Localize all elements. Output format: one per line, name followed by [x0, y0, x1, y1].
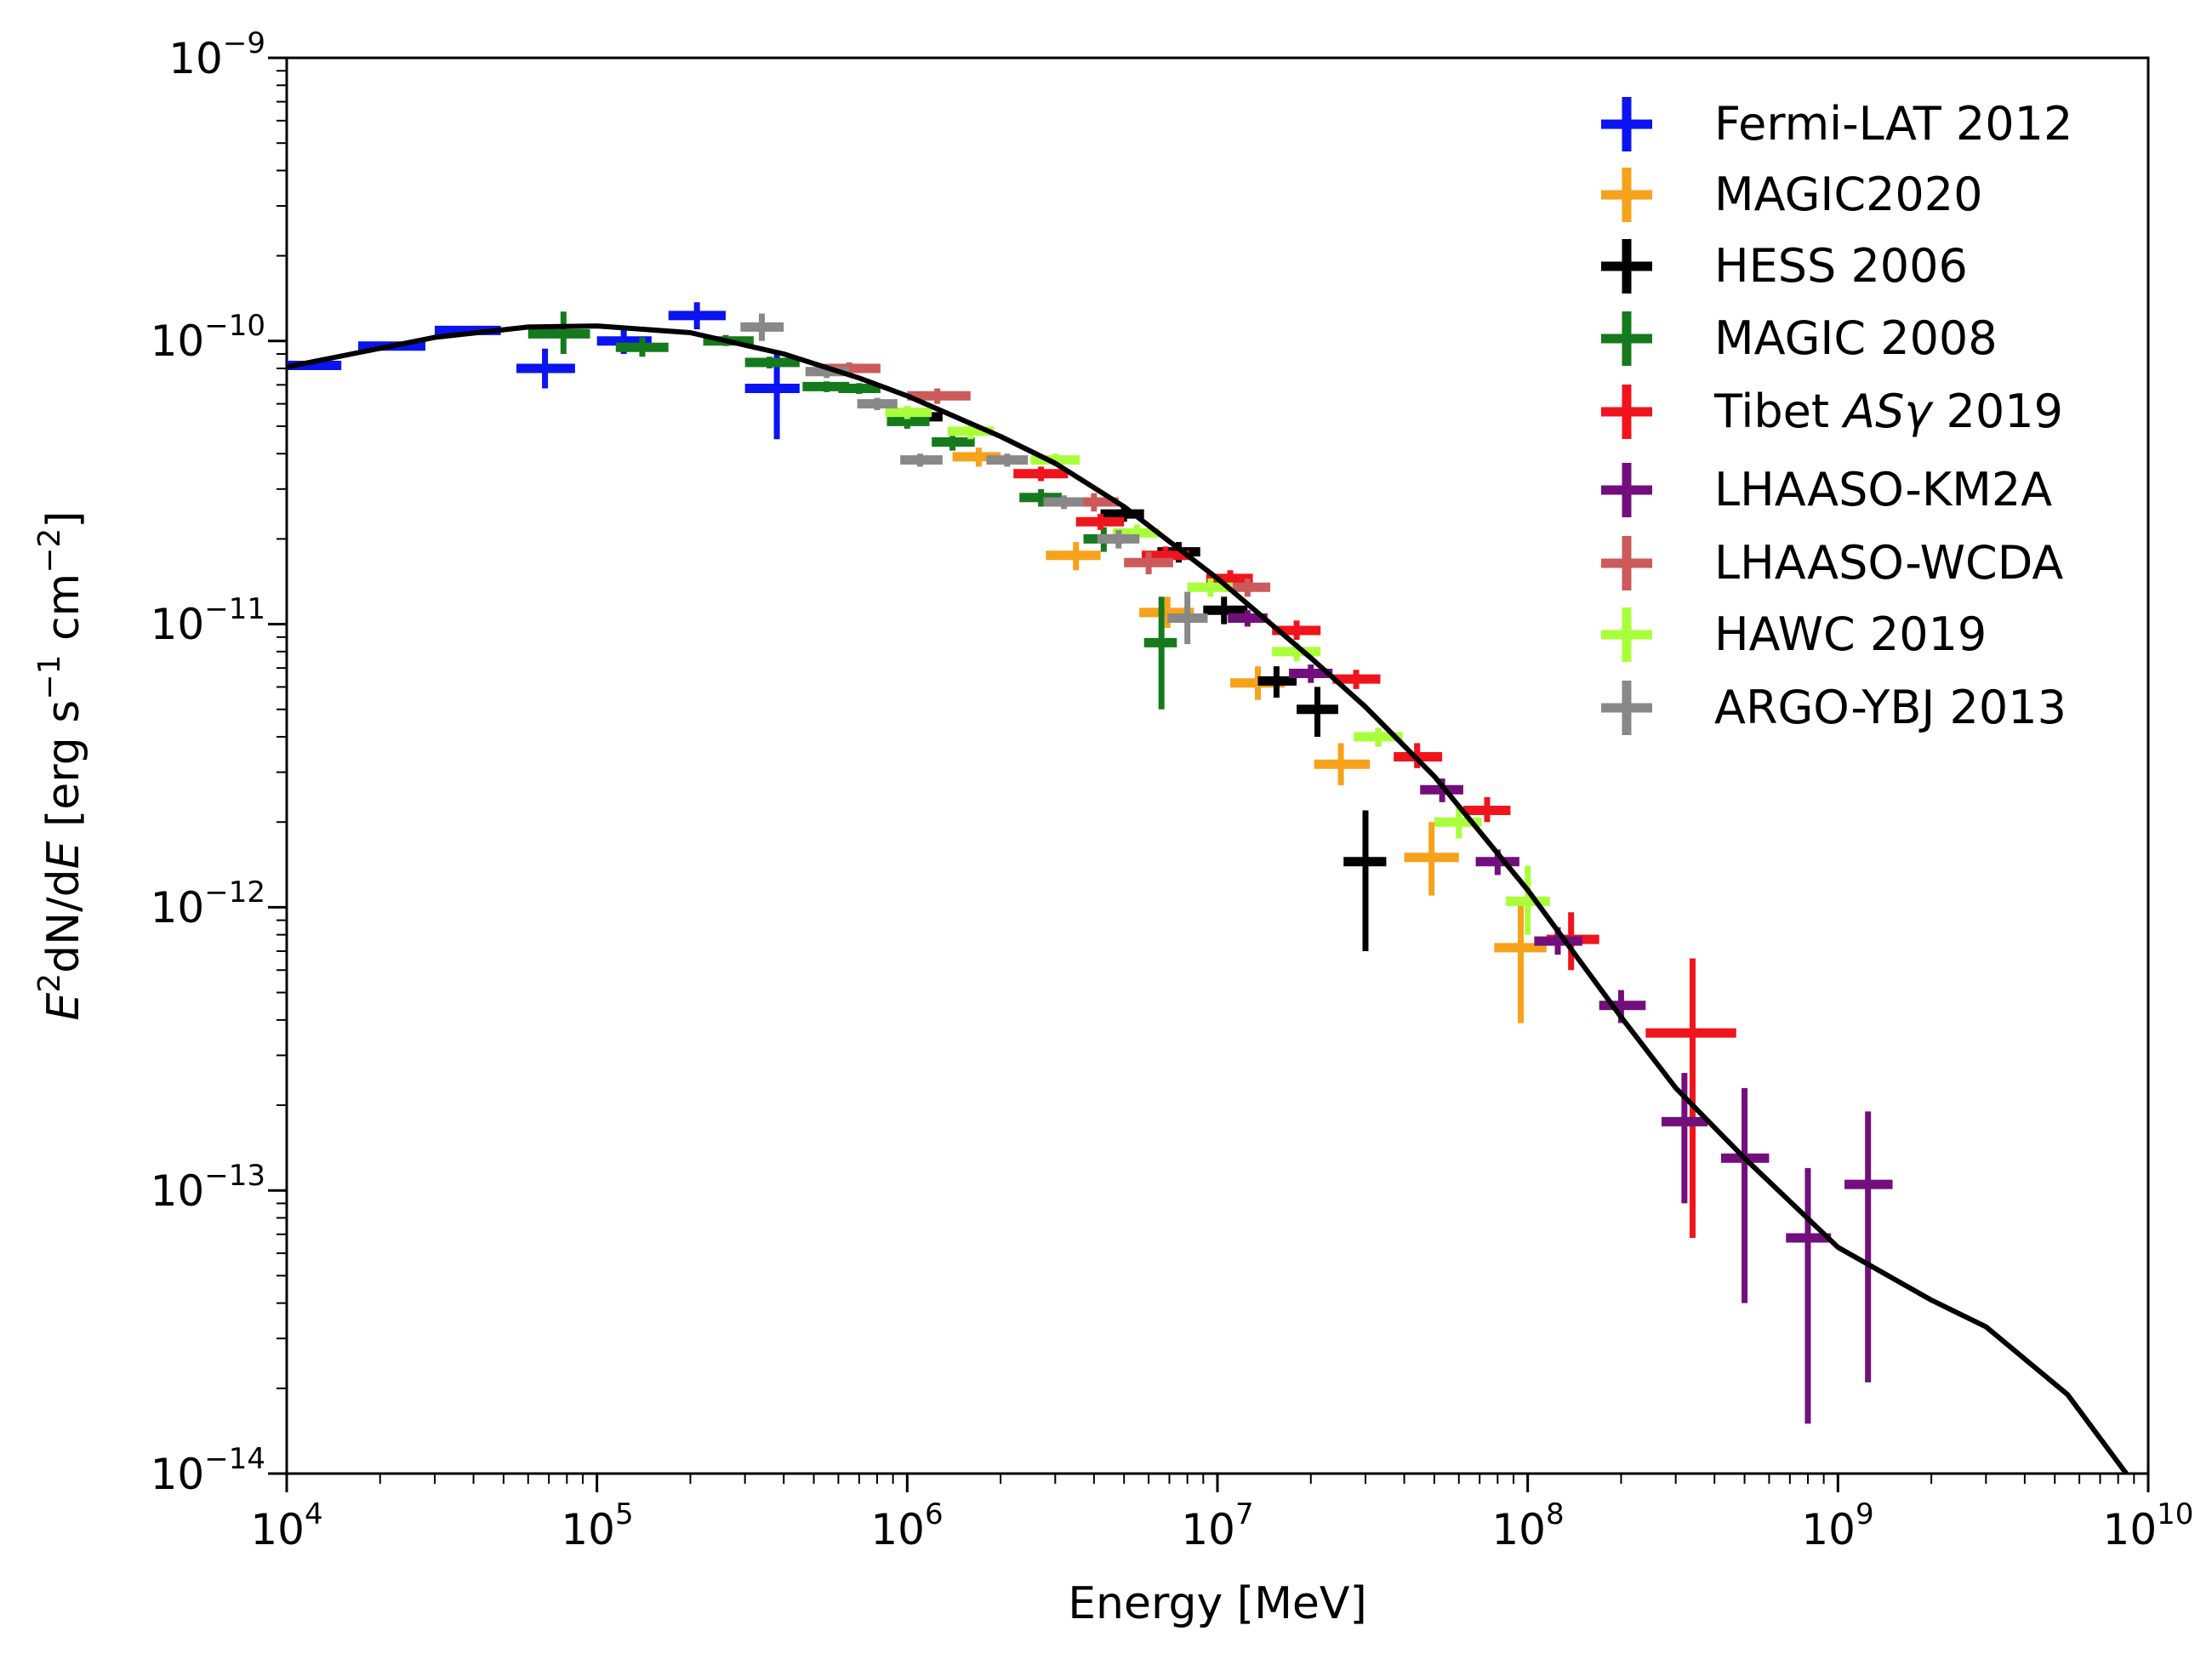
legend-marker — [1601, 168, 1652, 222]
legend-marker — [1601, 607, 1652, 662]
x-tick-label: 109 — [1801, 1497, 1873, 1554]
model-curve — [286, 323, 2129, 1475]
y-tick-label: 10−9 — [168, 26, 265, 83]
legend-label: Tibet ASγ 2019 — [1713, 385, 2063, 438]
legend-label: HAWC 2019 — [1714, 607, 1987, 661]
legend-label: MAGIC 2008 — [1714, 311, 1998, 365]
legend-item-magic2008: MAGIC 2008 — [1601, 311, 1998, 366]
legend-item-hess: HESS 2006 — [1601, 239, 1968, 294]
legend-item-km2a: LHAASO-KM2A — [1601, 463, 2052, 517]
legend-label: LHAASO-KM2A — [1714, 463, 2052, 516]
legend-marker — [1601, 97, 1652, 151]
y-axis-label: E2dN/dE [erg s−1 cm−2] — [32, 510, 89, 1020]
y-tick-label: 10−14 — [151, 1442, 265, 1499]
x-tick-label: 106 — [870, 1497, 943, 1554]
y-tick-label: 10−10 — [151, 309, 265, 366]
x-tick-label: 1010 — [2103, 1497, 2194, 1554]
y-tick-label: 10−12 — [151, 875, 265, 932]
x-tick-label: 105 — [561, 1497, 633, 1554]
legend-marker — [1601, 311, 1652, 366]
legend-label: HESS 2006 — [1714, 239, 1968, 293]
y-tick-labels: 10−14 10−13 10−12 10−11 10−10 10−9 — [151, 26, 265, 1499]
legend-marker — [1601, 385, 1652, 439]
legend: Fermi-LAT 2012 MAGIC2020 HESS 2006 MAGIC… — [1601, 97, 2072, 735]
legend-item-tibet: Tibet ASγ 2019 — [1601, 385, 2063, 439]
legend-label: ARGO-YBJ 2013 — [1714, 681, 2067, 734]
series-lhaaso-km2a — [1228, 610, 1893, 1424]
legend-item-wcda: LHAASO-WCDA — [1601, 536, 2063, 590]
legend-marker — [1601, 536, 1652, 590]
x-axis-ticks — [285, 1474, 2150, 1492]
x-tick-labels: 104 105 106 107 108 109 1010 — [250, 1497, 2193, 1554]
legend-item-argo: ARGO-YBJ 2013 — [1601, 681, 2067, 735]
legend-item-fermi: Fermi-LAT 2012 — [1601, 97, 2072, 151]
x-tick-label: 104 — [250, 1497, 322, 1554]
legend-label: LHAASO-WCDA — [1714, 536, 2063, 590]
x-tick-label: 108 — [1491, 1497, 1564, 1554]
y-tick-label: 10−13 — [151, 1159, 265, 1216]
legend-label: MAGIC2020 — [1714, 168, 1982, 221]
legend-label: Fermi-LAT 2012 — [1714, 97, 2072, 151]
x-axis-label: Energy [MeV] — [1068, 1578, 1367, 1629]
y-axis-ticks — [268, 56, 287, 1475]
legend-marker — [1601, 681, 1652, 735]
x-tick-label: 107 — [1181, 1497, 1253, 1554]
y-tick-label: 10−11 — [151, 592, 265, 649]
legend-item-hawc: HAWC 2019 — [1601, 607, 1987, 662]
legend-marker — [1601, 239, 1652, 294]
legend-item-magic2020: MAGIC2020 — [1601, 168, 1982, 222]
legend-marker — [1601, 463, 1652, 517]
